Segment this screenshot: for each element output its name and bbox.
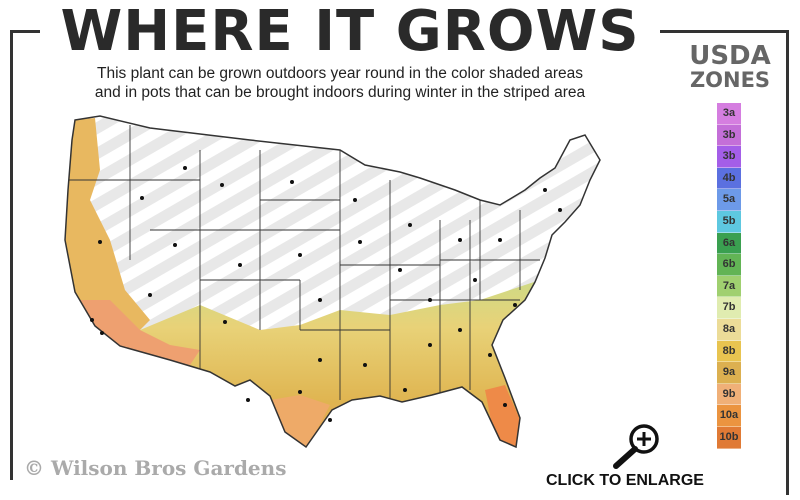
legend-zone-5b: 5b <box>717 210 741 233</box>
zone-legend: 3a 3b 3b 4b 5a 5b 6a 6b 7a 7b 8a 8b 9a 9b 10a 10b <box>717 103 741 449</box>
subtitle-line: and in pots that can be brought indoors … <box>94 84 586 101</box>
legend-title-line2: ZONES <box>689 68 771 92</box>
frame-left <box>10 30 13 480</box>
legend-zone-3a: 3a <box>717 103 741 125</box>
legend-zone-8a: 8a <box>717 318 741 341</box>
subtitle-line: This plant can be grown outdoors year ro… <box>97 65 583 82</box>
legend-title: USDA ZONES <box>680 41 780 92</box>
legend-zone-6a: 6a <box>717 232 741 255</box>
magnifier-icon[interactable] <box>608 422 664 470</box>
legend-zone-5a: 5a <box>717 189 741 211</box>
southern-california-zone-area <box>80 300 200 365</box>
legend-zone-7b: 7b <box>717 297 741 319</box>
state-borders <box>65 125 540 400</box>
city-markers <box>90 166 562 422</box>
page-title: WHERE IT GROWS <box>40 0 660 64</box>
legend-zone-3b: 3b <box>717 146 741 168</box>
legend-zone-9b: 9b <box>717 383 741 406</box>
legend-zone-7a: 7a <box>717 275 741 298</box>
legend-zone-10a: 10a <box>717 405 741 427</box>
legend-zone-9a: 9a <box>717 362 741 384</box>
legend-zone-3b: 3b <box>717 124 741 147</box>
legend-zone-8b: 8b <box>717 340 741 363</box>
south-texas-zone-area <box>270 395 330 447</box>
legend-zone-10b: 10b <box>717 426 741 449</box>
subtitle: This plant can be grown outdoors year ro… <box>40 64 640 102</box>
copyright-watermark: © Wilson Bros Gardens <box>24 456 287 480</box>
west-coast-zone-area <box>65 118 150 350</box>
legend-zone-6b: 6b <box>717 254 741 276</box>
legend-zone-4b: 4b <box>717 167 741 190</box>
click-to-enlarge-button[interactable]: CLICK TO ENLARGE <box>540 472 710 490</box>
frame-right <box>786 30 789 495</box>
legend-title-line1: USDA <box>689 41 771 71</box>
